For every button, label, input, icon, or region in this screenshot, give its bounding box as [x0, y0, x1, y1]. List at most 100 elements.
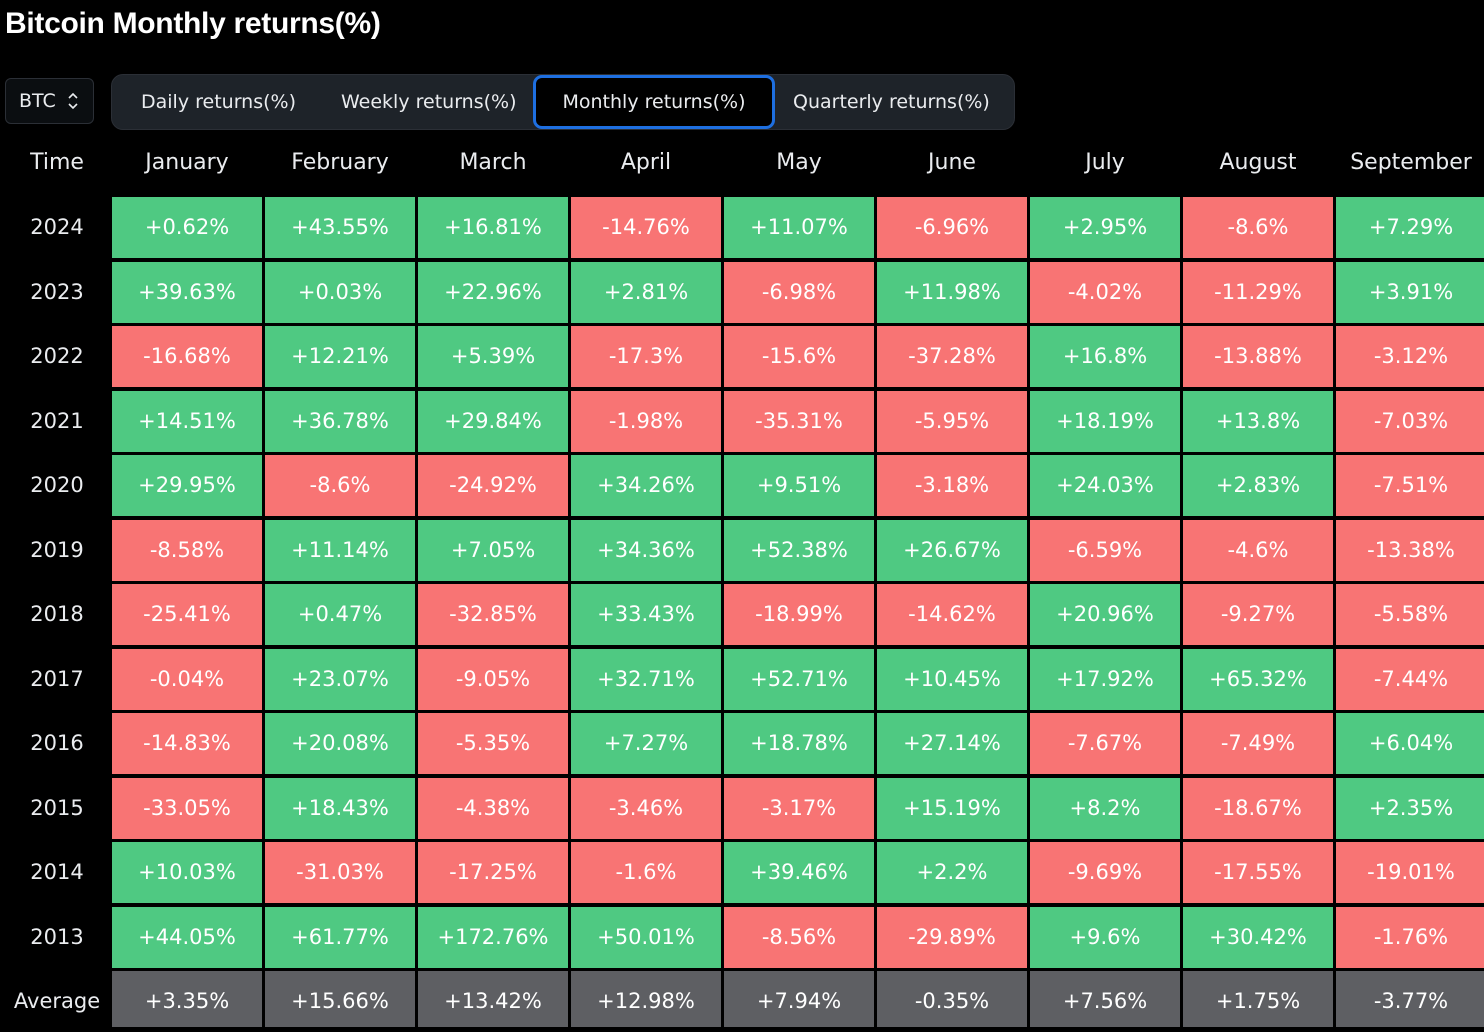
average-cell: -0.35% [877, 971, 1027, 1027]
row-year-label: 2016 [30, 731, 84, 755]
return-cell: +18.78% [724, 713, 874, 774]
return-cell: -1.6% [571, 842, 721, 903]
return-cell: +7.29% [1336, 197, 1484, 258]
row-year-label: 2021 [30, 408, 84, 433]
return-cell: +20.08% [265, 713, 415, 774]
return-cell: +27.14% [877, 713, 1027, 774]
return-cell: -4.02% [1030, 261, 1180, 323]
return-cell: +65.32% [1183, 648, 1333, 710]
tab-weekly-returns[interactable]: Weekly returns(%) [341, 91, 517, 113]
return-cell: -24.92% [418, 455, 568, 516]
average-cell: +12.98% [571, 971, 721, 1027]
return-cell: -13.38% [1336, 519, 1484, 581]
return-cell: +23.07% [265, 648, 415, 710]
return-cell: -5.95% [877, 390, 1027, 452]
return-cell: +26.67% [877, 519, 1027, 581]
return-cell: +2.81% [571, 261, 721, 323]
return-cell: +14.51% [112, 390, 262, 452]
return-cell: +18.19% [1030, 390, 1180, 452]
return-cell: +43.55% [265, 197, 415, 258]
return-cell: +9.6% [1030, 906, 1180, 968]
return-cell: +20.96% [1030, 584, 1180, 645]
return-cell: -32.85% [418, 584, 568, 645]
return-cell: -7.67% [1030, 713, 1180, 774]
return-cell: +29.95% [112, 455, 262, 516]
average-row-label: Average [13, 989, 101, 1013]
tab-daily-returns[interactable]: Daily returns(%) [141, 91, 296, 113]
return-cell: -9.05% [418, 648, 568, 710]
return-cell: -4.38% [418, 777, 568, 839]
return-cell: +36.78% [265, 390, 415, 452]
return-cell: +0.03% [265, 261, 415, 323]
column-header-time: Time [30, 150, 84, 175]
return-cell: +24.03% [1030, 455, 1180, 516]
return-cell: +17.92% [1030, 648, 1180, 710]
return-cell: -4.6% [1183, 519, 1333, 581]
return-cell: +6.04% [1336, 713, 1484, 774]
average-cell: +1.75% [1183, 971, 1333, 1027]
return-cell: -13.88% [1183, 326, 1333, 387]
return-cell: +11.07% [724, 197, 874, 258]
tab-monthly-returns[interactable]: Monthly returns(%) [533, 75, 775, 129]
return-cell: -3.17% [724, 777, 874, 839]
return-cell: -6.98% [724, 261, 874, 323]
return-cell: +5.39% [418, 326, 568, 387]
return-cell: -3.12% [1336, 326, 1484, 387]
column-header-february: February [291, 150, 389, 175]
return-cell: +39.63% [112, 261, 262, 323]
average-cell: -3.77% [1336, 971, 1484, 1027]
return-cell: -14.76% [571, 197, 721, 258]
return-cell: -8.6% [1183, 197, 1333, 258]
return-cell: +44.05% [112, 906, 262, 968]
column-header-august: August [1219, 150, 1297, 175]
return-cell: -18.99% [724, 584, 874, 645]
row-year-label: 2015 [30, 795, 84, 820]
return-cell: -7.03% [1336, 390, 1484, 452]
return-cell: +7.05% [418, 519, 568, 581]
return-cell: -11.29% [1183, 261, 1333, 323]
return-cell: -33.05% [112, 777, 262, 839]
return-cell: +29.84% [418, 390, 568, 452]
return-cell: -6.59% [1030, 519, 1180, 581]
return-cell: -29.89% [877, 906, 1027, 968]
asset-select[interactable]: BTC [5, 78, 94, 124]
return-cell: +7.27% [571, 713, 721, 774]
column-header-july: July [1085, 150, 1125, 175]
column-header-may: May [776, 150, 822, 175]
return-cell: +12.21% [265, 326, 415, 387]
return-cell: -25.41% [112, 584, 262, 645]
return-cell: -9.69% [1030, 842, 1180, 903]
row-year-label: 2022 [30, 344, 84, 368]
return-cell: +0.62% [112, 197, 262, 258]
row-year-label: 2017 [30, 666, 84, 691]
return-cell: +10.45% [877, 648, 1027, 710]
return-cell: -8.58% [112, 519, 262, 581]
return-cell: -14.62% [877, 584, 1027, 645]
return-cell: -8.56% [724, 906, 874, 968]
return-cell: +11.14% [265, 519, 415, 581]
return-cell: +15.19% [877, 777, 1027, 839]
return-cell: +2.35% [1336, 777, 1484, 839]
return-cell: -7.44% [1336, 648, 1484, 710]
return-cell: -14.83% [112, 713, 262, 774]
return-cell: +16.8% [1030, 326, 1180, 387]
return-cell: -37.28% [877, 326, 1027, 387]
return-cell: -19.01% [1336, 842, 1484, 903]
return-cell: +9.51% [724, 455, 874, 516]
average-cell: +7.56% [1030, 971, 1180, 1027]
return-cell: +61.77% [265, 906, 415, 968]
return-cell: -17.55% [1183, 842, 1333, 903]
chevron-up-down-icon [68, 92, 78, 110]
row-year-label: 2013 [30, 924, 84, 949]
return-cell: +172.76% [418, 906, 568, 968]
return-cell: -5.35% [418, 713, 568, 774]
return-cell: -17.25% [418, 842, 568, 903]
return-cell: +16.81% [418, 197, 568, 258]
tab-quarterly-returns[interactable]: Quarterly returns(%) [793, 91, 990, 113]
row-year-label: 2024 [30, 215, 84, 239]
return-cell: -31.03% [265, 842, 415, 903]
return-cell: +3.91% [1336, 261, 1484, 323]
return-cell: +50.01% [571, 906, 721, 968]
return-cell: +13.8% [1183, 390, 1333, 452]
return-cell: -0.04% [112, 648, 262, 710]
